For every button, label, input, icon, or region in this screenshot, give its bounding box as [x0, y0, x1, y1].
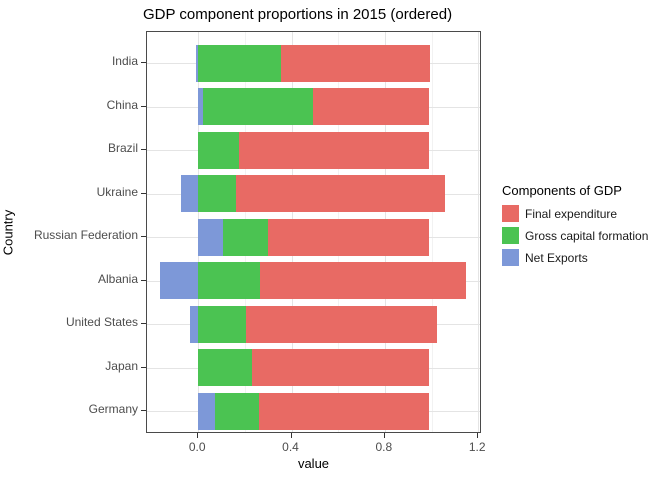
legend-label: Gross capital formation	[525, 228, 649, 243]
bar-segment-gross-capital-formation	[198, 305, 246, 343]
bar-segment-final-expenditure	[281, 44, 431, 82]
y-axis-tick	[141, 192, 146, 194]
y-tick-label: Brazil	[107, 141, 138, 155]
y-tick-label: Albania	[97, 271, 138, 286]
x-axis-title: value	[297, 456, 330, 471]
bar-segment-gross-capital-formation	[198, 175, 236, 212]
bar-segment-net-exports	[180, 175, 199, 212]
legend-swatch-net-exports	[502, 249, 519, 266]
x-tick-label: 0.4	[282, 440, 299, 454]
y-axis-tick	[141, 410, 146, 411]
bar-segment-gross-capital-formation	[198, 44, 281, 82]
bar-segment-net-exports	[195, 44, 199, 82]
gridline-minor-vertical	[431, 32, 433, 432]
bar-segment-gross-capital-formation	[198, 262, 260, 299]
bar-segment-final-expenditure	[251, 349, 430, 386]
bar-segment-final-expenditure	[260, 262, 467, 299]
y-tick-label: Russian Federation	[33, 228, 138, 242]
y-tick-label: Japan	[105, 358, 138, 373]
y-tick-label: Ukraine	[96, 184, 138, 199]
x-axis-tick	[383, 433, 385, 438]
x-axis-tick	[290, 433, 292, 438]
x-axis-tick	[477, 433, 479, 438]
y-axis-tick	[141, 149, 146, 150]
x-tick-label: 0.8	[375, 440, 393, 454]
y-tick-label: United States	[65, 315, 138, 329]
legend-label: Net Exports	[525, 250, 588, 265]
bar-segment-net-exports	[190, 305, 199, 343]
legend-swatch-gross-capital-formation	[502, 227, 519, 244]
bar-segment-final-expenditure	[312, 88, 430, 125]
x-tick-label: 1.2	[468, 440, 486, 454]
bar-segment-net-exports	[198, 218, 223, 256]
y-tick-label: India	[111, 54, 138, 68]
bar-segment-net-exports	[159, 262, 199, 299]
y-axis-tick	[141, 366, 146, 368]
y-axis-tick	[141, 323, 146, 324]
y-axis-tick	[141, 236, 146, 237]
legend-label: Final expenditure	[525, 206, 618, 221]
bar-segment-final-expenditure	[258, 392, 430, 430]
bar-segment-final-expenditure	[268, 218, 430, 256]
gridline-major-vertical	[478, 32, 480, 432]
x-tick-label: 0.0	[188, 440, 206, 454]
y-axis-tick	[141, 279, 146, 281]
y-axis-tick	[141, 62, 146, 63]
bar-segment-gross-capital-formation	[198, 131, 239, 169]
bar-segment-final-expenditure	[235, 175, 446, 212]
chart-title: GDP component proportions in 2015 (order…	[143, 6, 453, 23]
plot-panel	[146, 31, 481, 433]
bar-segment-gross-capital-formation	[222, 218, 269, 256]
legend-item: Net Exports	[502, 249, 648, 266]
legend: Components of GDP Final expenditure Gross…	[502, 183, 648, 271]
x-axis-tick	[197, 433, 199, 438]
y-axis-tick	[141, 105, 146, 107]
bar-segment-final-expenditure	[239, 131, 430, 169]
bar-segment-net-exports	[198, 88, 203, 125]
bar-segment-net-exports	[198, 392, 215, 430]
legend-items: Final expenditure Gross capital formation…	[502, 205, 648, 266]
legend-item: Gross capital formation	[502, 227, 648, 244]
bar-segment-gross-capital-formation	[198, 349, 252, 386]
bar-segment-gross-capital-formation	[202, 88, 313, 125]
legend-swatch-final-expenditure	[502, 205, 519, 222]
y-tick-label: China	[106, 97, 138, 112]
bar-segment-final-expenditure	[246, 305, 438, 343]
bar-segment-gross-capital-formation	[214, 392, 259, 430]
legend-title: Components of GDP	[502, 183, 622, 198]
legend-item: Final expenditure	[502, 205, 648, 222]
y-tick-label: Germany	[88, 402, 138, 416]
